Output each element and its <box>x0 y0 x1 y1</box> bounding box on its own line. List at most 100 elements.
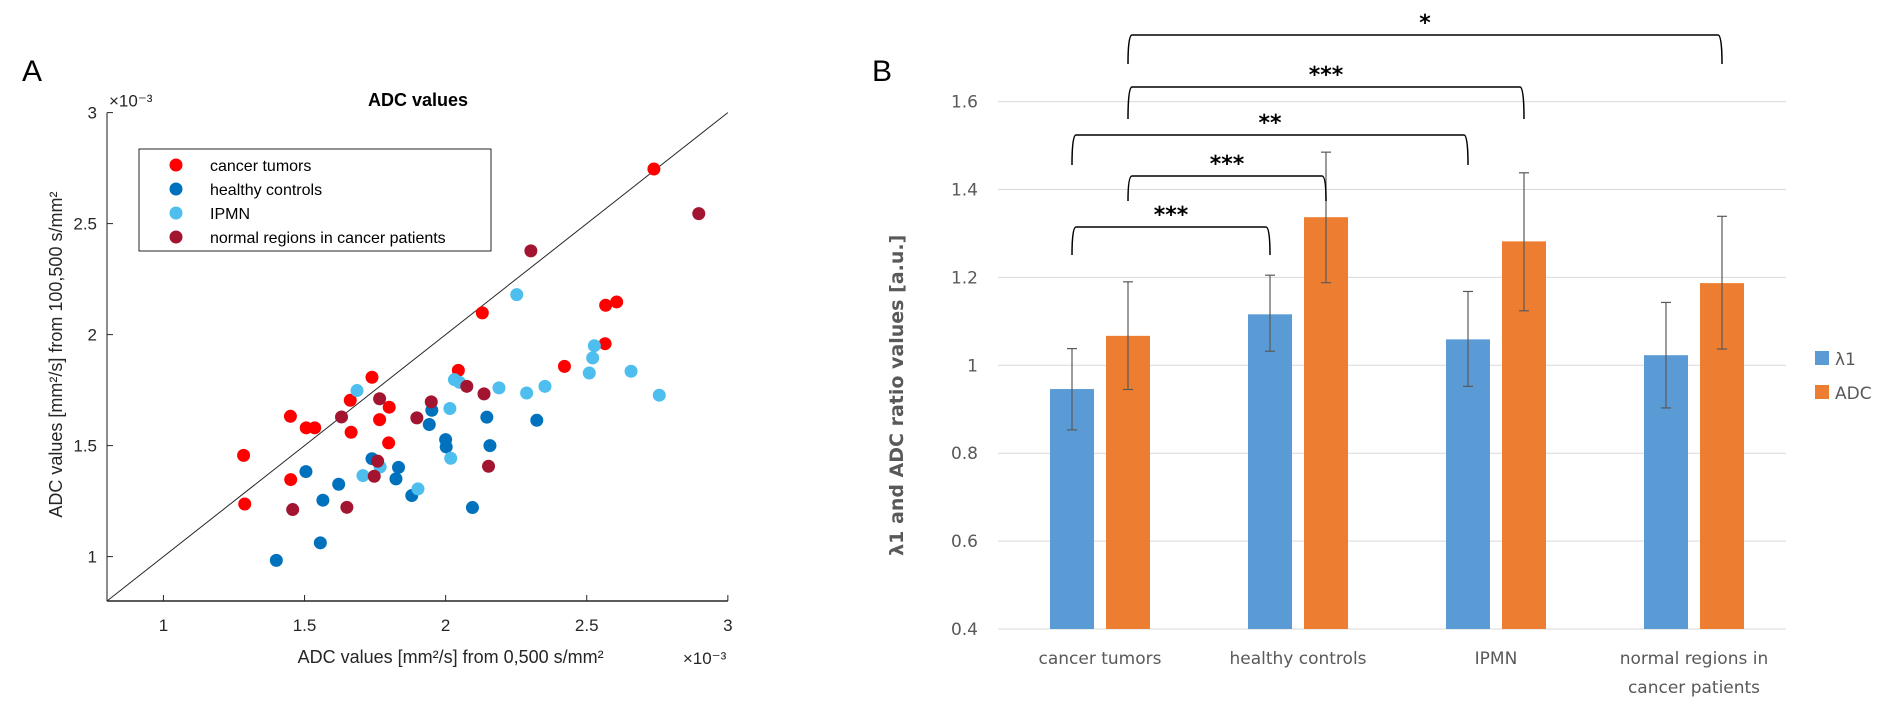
data-point <box>411 482 425 496</box>
data-point <box>477 387 491 401</box>
legend-marker <box>169 182 183 196</box>
significance-label: * <box>1419 11 1431 36</box>
legend-marker <box>169 158 183 172</box>
data-point <box>443 402 457 416</box>
bracket-line <box>1071 134 1469 166</box>
legend-marker <box>169 206 183 220</box>
data-point <box>599 298 613 312</box>
data-point <box>652 388 666 402</box>
data-point <box>373 413 387 427</box>
data-point <box>647 162 661 176</box>
data-point <box>238 497 252 511</box>
data-point <box>538 379 552 393</box>
bracket-line <box>1127 34 1723 65</box>
series-IPMN <box>350 288 666 496</box>
data-point <box>308 421 322 435</box>
data-point <box>332 477 346 491</box>
y-tick-label: 1 <box>967 356 978 376</box>
data-point <box>475 306 489 320</box>
x-tick-label: 3 <box>723 616 732 635</box>
data-point <box>269 553 283 567</box>
data-point <box>367 469 381 483</box>
data-point <box>284 473 298 487</box>
y-tick-label: 0.6 <box>951 532 978 552</box>
legend-swatch <box>1815 385 1829 399</box>
data-point <box>389 472 403 486</box>
significance-bracket: *** <box>1127 63 1525 120</box>
data-point <box>557 359 571 373</box>
data-point <box>344 425 358 439</box>
panel-b-letter: B <box>872 55 892 88</box>
data-point <box>530 413 544 427</box>
data-point <box>283 409 297 423</box>
data-point <box>444 451 458 465</box>
y-tick-label: 1.5 <box>73 437 97 456</box>
significance-bracket: *** <box>1127 152 1327 202</box>
legend-label: IPMN <box>210 206 250 223</box>
data-point <box>316 493 330 507</box>
legend-box <box>138 148 492 252</box>
x-exponent-label: ×10⁻³ <box>683 649 727 668</box>
significance-label: *** <box>1210 152 1245 177</box>
data-point <box>340 500 354 514</box>
y-tick-label: 3 <box>88 104 97 123</box>
data-point <box>382 400 396 414</box>
panel-a-letter: A <box>22 55 42 88</box>
legend-label: ADC <box>1835 384 1872 404</box>
y-tick-label: 2 <box>88 326 97 345</box>
significance-label: ** <box>1258 111 1282 136</box>
data-point <box>520 386 534 400</box>
data-point <box>237 448 251 462</box>
data-point <box>587 339 601 353</box>
data-point <box>510 288 524 302</box>
significance-bracket: * <box>1127 11 1723 65</box>
bar-legend: λ1 ADC <box>1815 350 1872 404</box>
data-point <box>371 454 385 468</box>
significance-label: *** <box>1154 203 1189 228</box>
series-lambda1 <box>1050 274 1688 629</box>
data-point <box>365 370 379 384</box>
y-tick-label: 1.2 <box>951 268 978 288</box>
bracket-line <box>1127 175 1327 202</box>
identity-line <box>106 112 729 602</box>
data-point <box>424 395 438 409</box>
legend-label: normal regions in cancer patients <box>210 230 446 247</box>
category-label: cancer patients <box>1628 678 1760 698</box>
chart-title: ADC values <box>368 90 468 110</box>
significance-bracket: *** <box>1071 203 1271 256</box>
category-label: normal regions in <box>1620 649 1769 669</box>
data-point <box>492 381 506 395</box>
data-point <box>392 460 406 474</box>
y-tick-label: 2.5 <box>73 215 97 234</box>
legend-swatch <box>1815 351 1829 365</box>
bar-panel: 0.4 0.6 0.8 1 1.2 1.4 1.6 λ1 and ADC ratio valu… <box>886 11 1872 698</box>
data-point <box>356 469 370 483</box>
data-point <box>299 465 313 479</box>
data-point <box>439 440 453 454</box>
bar <box>1304 217 1348 629</box>
category-label: cancer tumors <box>1039 649 1162 669</box>
legend-label: λ1 <box>1835 350 1856 370</box>
x-tick-label: 2.5 <box>575 616 599 635</box>
y-tick-label: 1.4 <box>951 181 978 201</box>
data-point <box>483 439 497 453</box>
bar <box>1446 339 1490 629</box>
y-exponent-label: ×10⁻³ <box>109 92 153 111</box>
data-point <box>286 503 300 517</box>
data-point <box>460 379 474 393</box>
data-point <box>524 244 538 258</box>
data-point <box>480 410 494 424</box>
x-tick-label: 1 <box>159 616 168 635</box>
data-point <box>624 364 638 378</box>
data-point <box>610 295 624 309</box>
bracket-line <box>1071 226 1271 256</box>
data-point <box>313 536 327 550</box>
data-point <box>335 410 349 424</box>
data-point <box>692 207 706 221</box>
data-point <box>582 366 596 380</box>
legend: cancer tumors healthy controls IPMN normal … <box>138 148 492 252</box>
y-tick-label: 1.6 <box>951 93 978 113</box>
data-point <box>343 393 357 407</box>
y-axis-label: λ1 and ADC ratio values [a.u.] <box>886 235 908 556</box>
